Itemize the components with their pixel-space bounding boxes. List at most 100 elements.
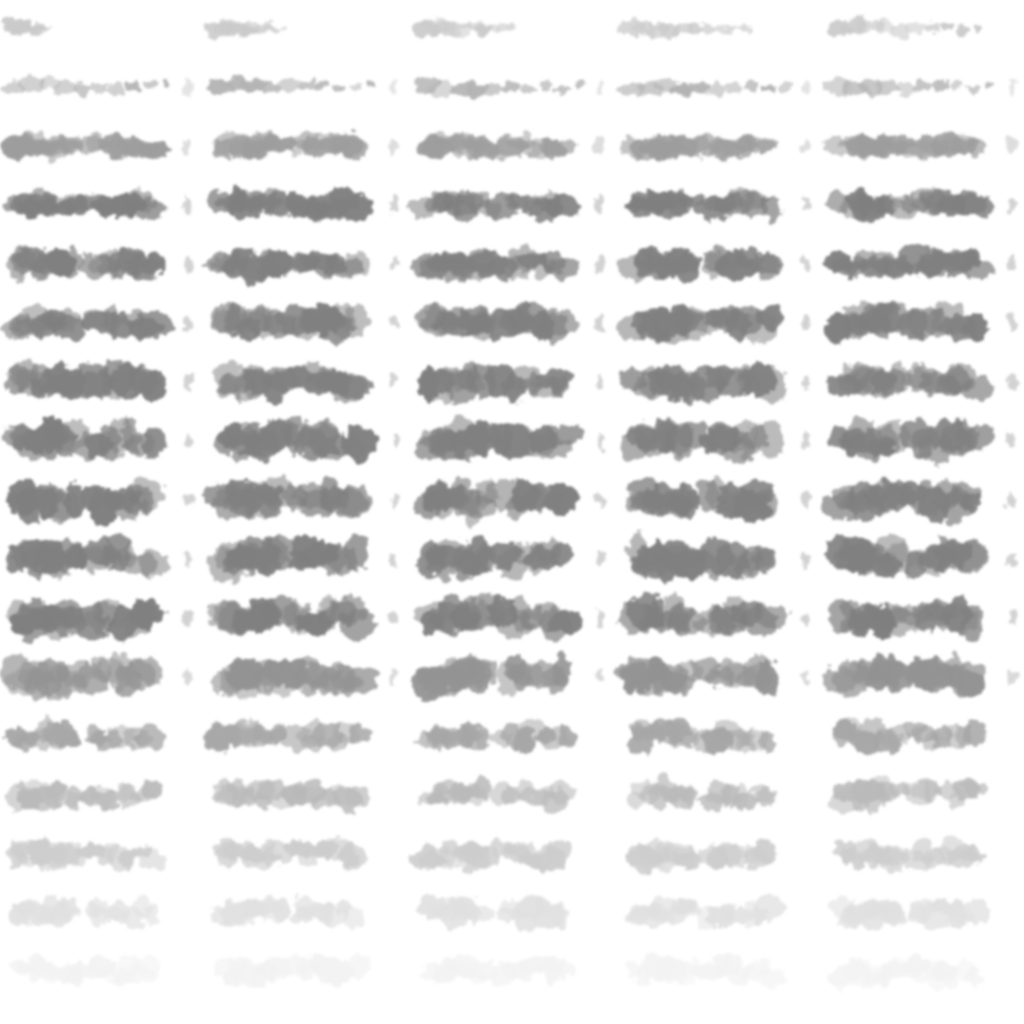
smoke-frame xyxy=(418,362,604,405)
smoke-frame xyxy=(211,656,398,700)
smoke-wisp xyxy=(390,79,398,95)
smoke-frame xyxy=(624,477,810,523)
smoke-puff xyxy=(142,427,167,459)
smoke-wisp xyxy=(184,433,192,449)
smoke-puff xyxy=(537,80,553,90)
smoke-wisp xyxy=(802,610,810,626)
smoke-puff xyxy=(342,195,374,222)
smoke-puff xyxy=(895,82,917,95)
smoke-wisp xyxy=(1008,79,1016,95)
smoke-frame xyxy=(3,189,192,220)
smoke-wisp xyxy=(802,79,810,95)
smoke-wisp xyxy=(596,79,604,95)
smoke-puff xyxy=(349,82,363,92)
smoke-puff xyxy=(89,82,109,94)
smoke-frame xyxy=(618,78,810,97)
smoke-wisp xyxy=(596,197,604,213)
smoke-puff xyxy=(907,23,926,35)
smoke-puff xyxy=(476,656,497,687)
smoke-puff xyxy=(273,899,291,923)
smoke-frame xyxy=(206,187,398,222)
smoke-puff xyxy=(699,25,716,36)
smoke-wisp xyxy=(1008,197,1016,213)
smoke-puff xyxy=(960,847,987,866)
smoke-frame xyxy=(5,838,167,871)
smoke-puff xyxy=(143,781,161,797)
smoke-wisp xyxy=(802,669,810,685)
smoke-puff xyxy=(707,84,727,96)
smoke-frame xyxy=(616,246,810,283)
smoke-frame xyxy=(821,478,1016,524)
smoke-wisp xyxy=(802,551,810,567)
smoke-frame xyxy=(832,717,987,756)
smoke-puff xyxy=(60,249,82,278)
smoke-puff xyxy=(547,839,573,866)
smoke-wisp xyxy=(596,433,604,449)
smoke-puff xyxy=(756,659,779,698)
smoke-frame xyxy=(211,303,398,344)
smoke-puff xyxy=(671,611,707,634)
smoke-puff xyxy=(544,258,581,278)
smoke-wisp xyxy=(1008,492,1016,508)
smoke-puff xyxy=(430,82,456,97)
smoke-wisp xyxy=(596,492,604,508)
smoke-puff xyxy=(685,22,705,34)
smoke-frame xyxy=(417,132,604,161)
smoke-wisp xyxy=(802,433,810,449)
smoke-puff xyxy=(541,308,578,337)
smoke-wisp xyxy=(184,79,192,95)
smoke-puff xyxy=(759,729,776,754)
smoke-frame xyxy=(419,955,577,987)
smoke-puff xyxy=(161,80,173,88)
smoke-puff xyxy=(552,654,573,688)
smoke-frame xyxy=(9,954,164,987)
smoke-puff xyxy=(713,24,728,34)
smoke-puff xyxy=(107,84,125,95)
smoke-puff xyxy=(465,83,489,97)
smoke-puff xyxy=(71,82,93,95)
smoke-frame xyxy=(417,536,604,583)
smoke-puff xyxy=(52,315,88,342)
smoke-puff xyxy=(135,310,173,340)
smoke-puff xyxy=(138,548,168,578)
smoke-puff xyxy=(942,967,960,990)
smoke-puff xyxy=(756,968,785,988)
smoke-wisp xyxy=(1008,315,1016,331)
smoke-frame xyxy=(212,131,398,161)
smoke-puff xyxy=(473,903,493,923)
smoke-puff xyxy=(549,957,577,978)
smoke-frame xyxy=(628,533,810,583)
smoke-wisp xyxy=(802,256,810,272)
smoke-frame xyxy=(412,18,517,38)
smoke-frame xyxy=(411,654,604,702)
smoke-wisp xyxy=(184,492,192,508)
smoke-puff xyxy=(470,776,493,800)
smoke-frame xyxy=(7,359,192,402)
smoke-frame xyxy=(623,187,810,222)
smoke-wisp xyxy=(802,315,810,331)
smoke-puff xyxy=(346,953,369,980)
smoke-puff xyxy=(64,482,84,518)
smoke-frame xyxy=(825,534,1016,580)
smoke-frame xyxy=(825,302,1016,344)
smoke-wisp xyxy=(596,610,604,626)
smoke-wisp xyxy=(390,197,398,213)
smoke-puff xyxy=(342,668,379,696)
smoke-puff xyxy=(557,726,576,749)
smoke-puff xyxy=(877,82,901,96)
smoke-frame xyxy=(415,594,604,641)
smoke-puff xyxy=(880,903,906,928)
smoke-puff xyxy=(53,81,77,95)
smoke-frame xyxy=(1,131,192,161)
smoke-frame xyxy=(620,133,810,160)
smoke-wisp xyxy=(1008,669,1016,685)
smoke-frame xyxy=(619,654,810,698)
smoke-puff xyxy=(544,424,583,445)
smoke-puff xyxy=(134,657,163,686)
smoke-puff xyxy=(501,79,521,91)
smoke-puff xyxy=(496,23,509,32)
smoke-frame xyxy=(207,593,398,641)
smoke-puff xyxy=(731,794,759,810)
smoke-puff xyxy=(754,489,778,518)
